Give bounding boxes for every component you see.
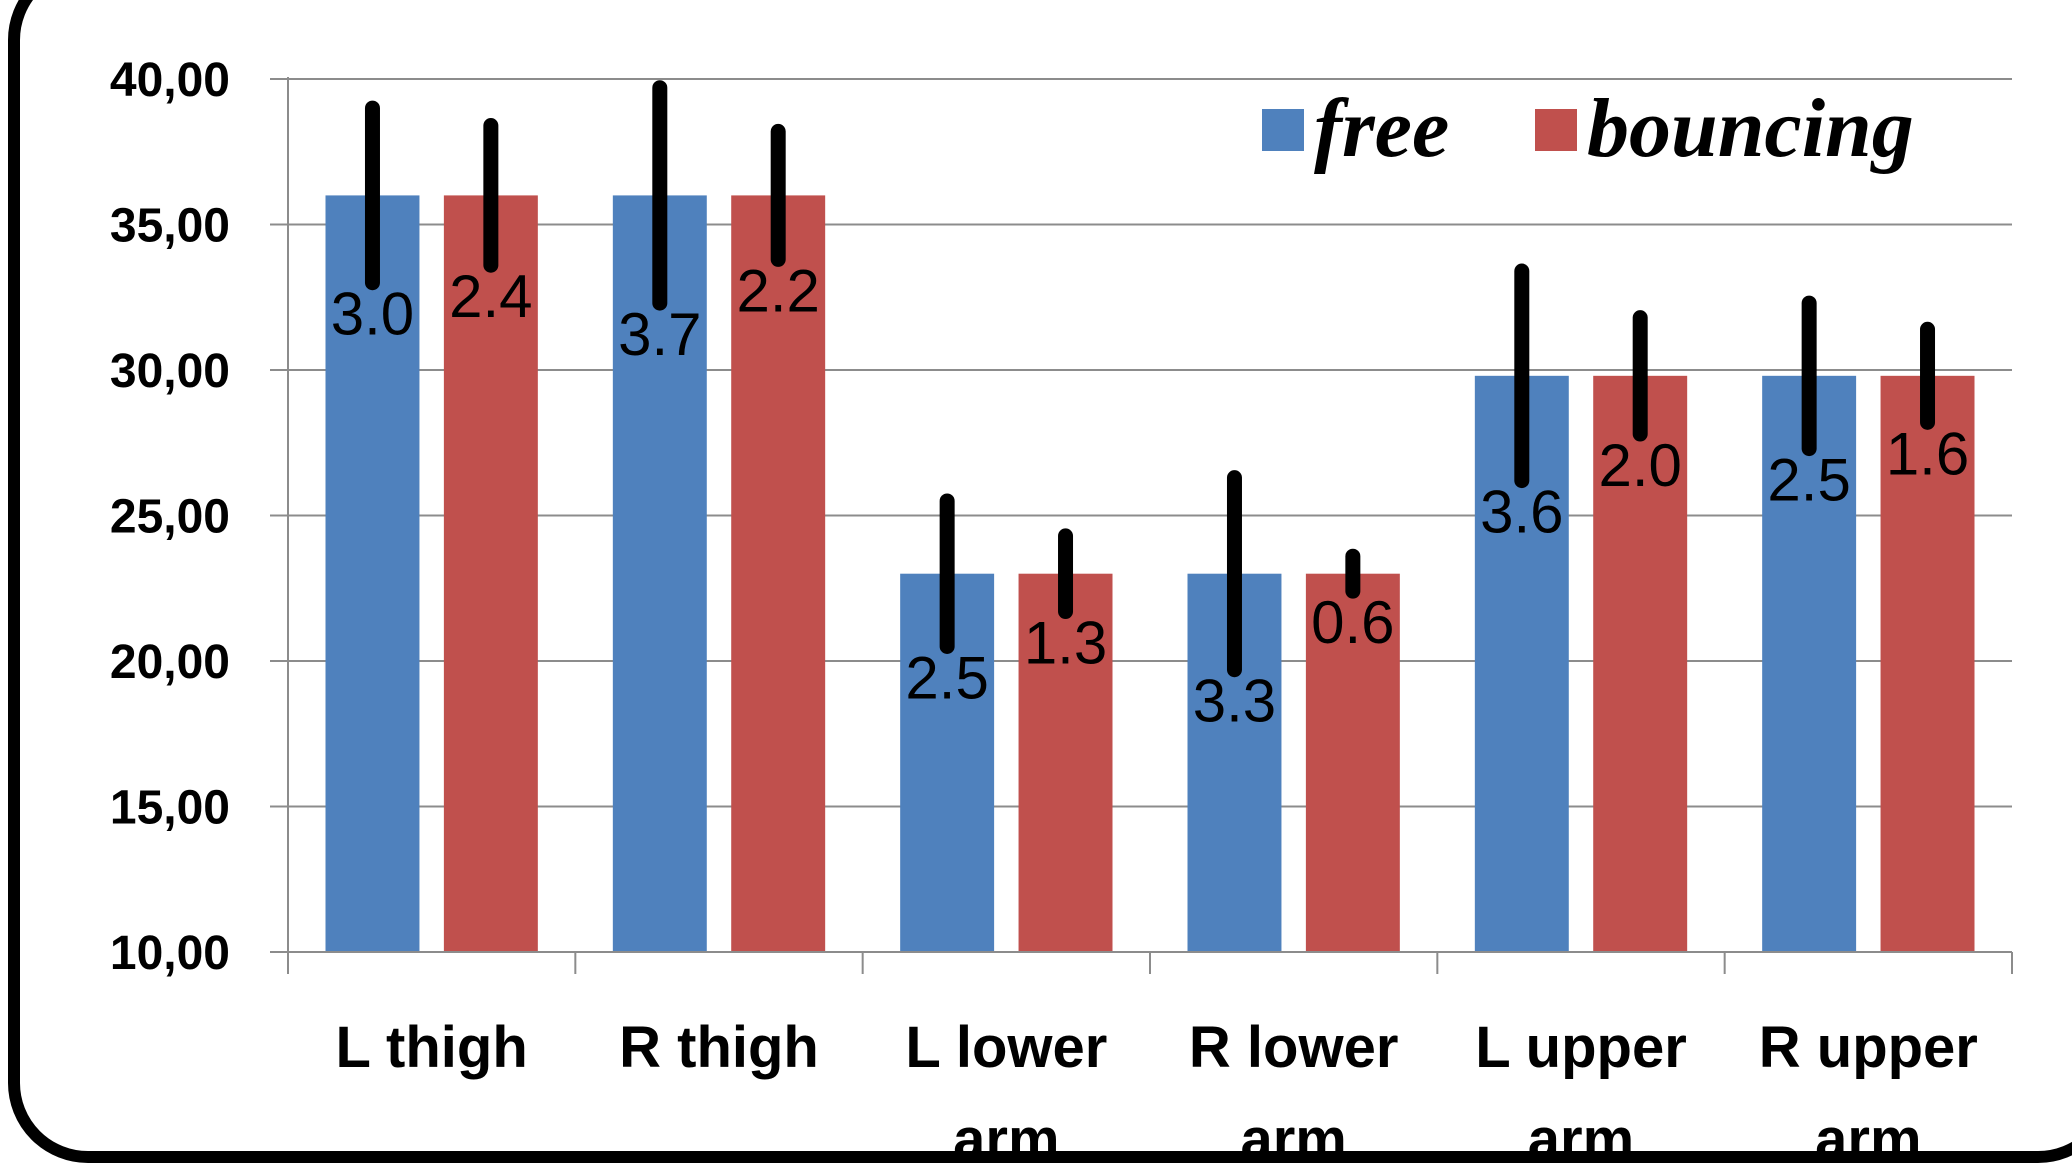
legend-label-free: free <box>1314 82 1449 175</box>
x-category-label: R lower <box>1189 1015 1399 1080</box>
y-tick-label: 25,00 <box>110 491 230 544</box>
data-label-free: 3.0 <box>331 281 414 348</box>
y-tick-label: 35,00 <box>110 200 230 253</box>
bars <box>325 195 1975 952</box>
axes: 10,00 15,00 20,00 25,00 30,00 35,00 40,00 L thi… <box>110 54 2013 1170</box>
data-labels: 3.0 3.7 2.5 3.3 3.6 2.5 2.4 2.2 1.3 0.6 2.0 1.6 <box>331 257 1969 734</box>
data-label-bouncing: 0.6 <box>1311 589 1394 656</box>
chart-frame <box>8 0 2072 1163</box>
data-label-bouncing: 2.2 <box>736 257 819 324</box>
y-tick-label: 30,00 <box>110 345 230 398</box>
bar-bouncing <box>731 195 826 952</box>
data-label-bouncing: 1.3 <box>1024 610 1107 677</box>
data-label-bouncing: 1.6 <box>1886 420 1969 487</box>
x-category-label: L thigh <box>336 1015 528 1080</box>
y-tick-label: 20,00 <box>110 636 230 689</box>
data-label-free: 3.7 <box>618 301 701 368</box>
legend-swatch-bouncing <box>1535 109 1577 151</box>
data-label-free: 2.5 <box>1767 447 1850 514</box>
bar-bouncing <box>1018 573 1113 952</box>
y-tick-label: 40,00 <box>110 54 230 107</box>
y-tick-label: 15,00 <box>110 782 230 835</box>
bar-bouncing <box>443 195 538 952</box>
data-label-free: 2.5 <box>905 644 988 711</box>
error-bars <box>364 80 1936 678</box>
data-label-bouncing: 2.0 <box>1598 432 1681 499</box>
legend-swatch-free <box>1262 109 1304 151</box>
bar-bouncing <box>1880 375 1975 952</box>
x-category-label: L lower <box>905 1015 1107 1080</box>
bar-free <box>1762 375 1857 952</box>
bar-free <box>612 195 707 952</box>
bar-bouncing <box>1305 573 1400 952</box>
x-category-label: arm <box>1528 1107 1634 1170</box>
y-tick-label: 10,00 <box>110 927 230 980</box>
x-category-label: arm <box>1240 1107 1346 1170</box>
x-category-label: arm <box>953 1107 1059 1170</box>
legend: free bouncing <box>1262 82 1914 175</box>
x-category-label: arm <box>1815 1107 1921 1170</box>
x-category-label: R upper <box>1759 1015 1978 1080</box>
bar-bouncing <box>1593 375 1688 952</box>
x-category-label: R thigh <box>619 1015 819 1080</box>
data-label-free: 3.3 <box>1193 668 1276 735</box>
data-label-free: 3.6 <box>1480 479 1563 546</box>
x-category-label: L upper <box>1475 1015 1687 1080</box>
legend-label-bouncing: bouncing <box>1587 82 1914 175</box>
bar-free <box>325 195 420 952</box>
data-label-bouncing: 2.4 <box>449 263 532 330</box>
